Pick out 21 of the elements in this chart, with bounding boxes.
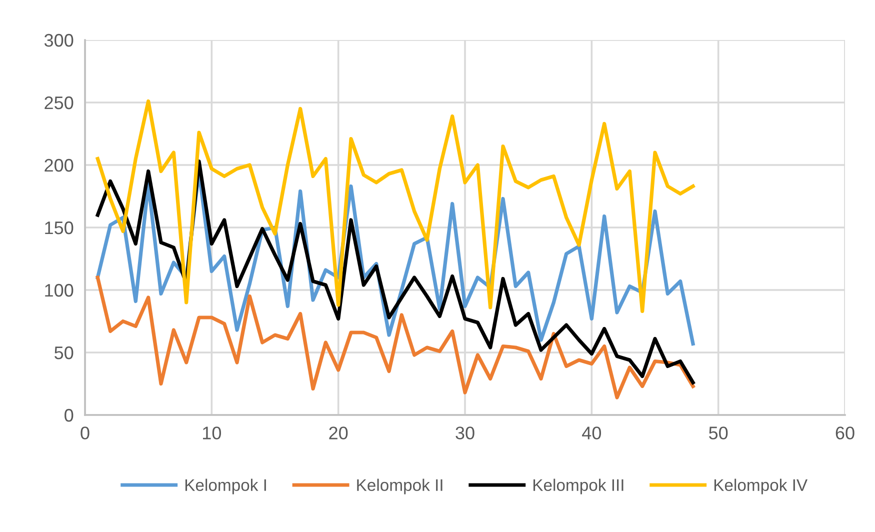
x-tick-label: 40 [582, 426, 602, 440]
legend-label: Kelompok I [185, 478, 266, 494]
x-tick-label: 60 [836, 426, 854, 440]
y-tick-label: 150 [45, 221, 74, 234]
line-series [96, 159, 695, 384]
y-tick-label: 100 [45, 284, 74, 297]
x-tick-label: 10 [203, 426, 222, 440]
x-tick-label: 50 [709, 426, 728, 440]
y-tick-label: 50 [54, 346, 74, 360]
line-series [96, 276, 695, 400]
legend-label: Kelompok IV [714, 478, 808, 494]
y-tick-label: 250 [44, 96, 74, 110]
y-tick-label: 0 [64, 408, 74, 422]
x-tick-label: 0 [80, 426, 90, 440]
x-tick-label: 30 [456, 426, 474, 440]
x-tick-label: 20 [329, 426, 348, 440]
y-tick-label: 200 [44, 158, 74, 172]
line-series [96, 99, 695, 314]
legend-label: Kelompok II [357, 478, 442, 494]
y-tick-label: 300 [44, 34, 74, 47]
legend-label: Kelompok III [533, 478, 624, 494]
